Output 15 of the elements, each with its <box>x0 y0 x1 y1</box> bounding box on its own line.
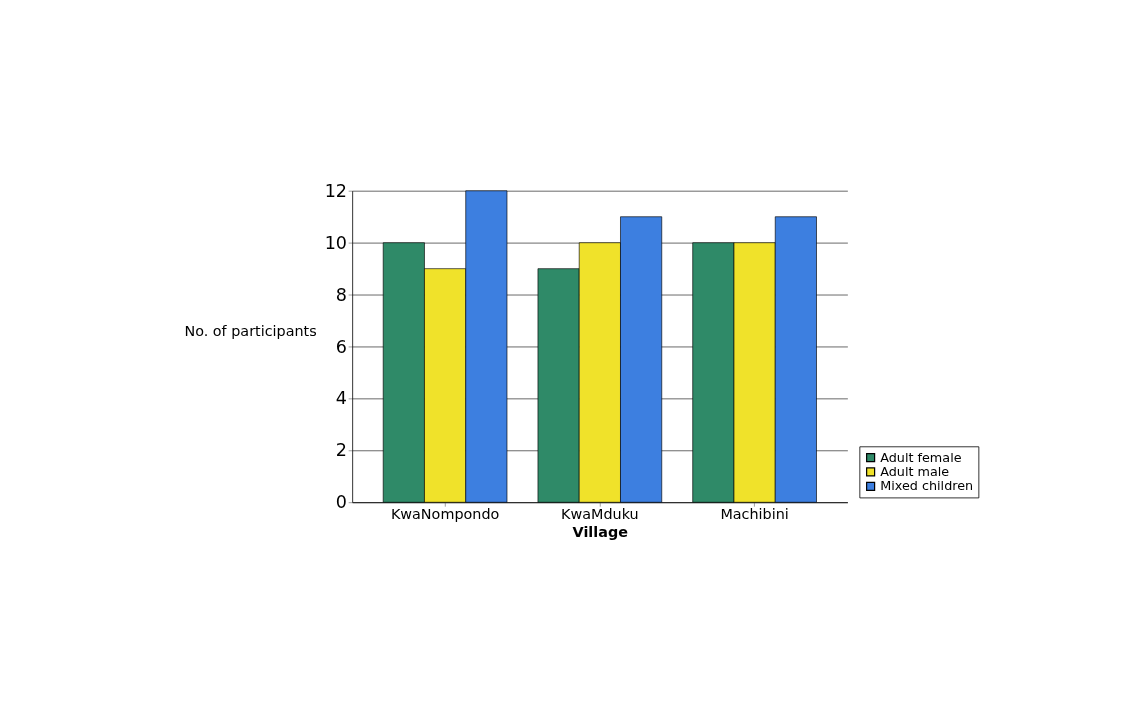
y-tick-label: 6 <box>335 336 348 357</box>
x-tick-label: KwaNompondo <box>390 506 500 523</box>
x-tick-label: Machibini <box>720 506 789 523</box>
x-axis-title: Village <box>572 524 629 541</box>
legend-label: Adult male <box>880 463 950 479</box>
y-tick-label: 2 <box>335 440 348 461</box>
y-tick-label: 12 <box>324 180 348 201</box>
legend-label: Adult female <box>880 449 962 465</box>
y-tick-label: 4 <box>335 388 348 409</box>
y-tick-label: 0 <box>335 492 348 513</box>
x-tick-label: KwaMduku <box>561 506 639 523</box>
legend-label: Mixed children <box>880 478 974 494</box>
y-tick-label: 8 <box>335 284 348 305</box>
y-tick-label: 10 <box>324 232 348 253</box>
y-axis-title: No. of participants <box>184 322 317 339</box>
